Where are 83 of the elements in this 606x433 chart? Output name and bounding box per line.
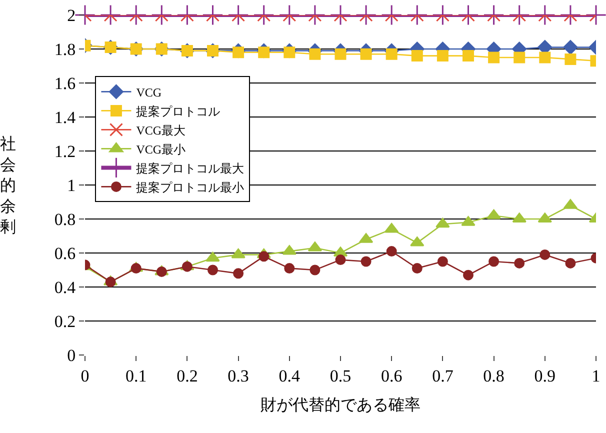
point xyxy=(386,246,397,257)
point xyxy=(304,4,326,26)
point xyxy=(412,263,422,274)
point xyxy=(585,4,606,26)
x-tick-label: 0.9 xyxy=(534,366,556,386)
x-tick-label: 0.8 xyxy=(483,366,504,386)
point xyxy=(458,4,479,26)
point xyxy=(436,218,450,228)
x-tick-label: 0 xyxy=(80,366,90,386)
legend-label: VCG最大 xyxy=(136,123,186,138)
point xyxy=(126,4,147,26)
point xyxy=(564,53,576,65)
point xyxy=(335,254,346,266)
point xyxy=(228,4,249,26)
point xyxy=(253,4,274,26)
point xyxy=(360,48,372,60)
point xyxy=(432,4,454,26)
point xyxy=(488,52,500,64)
point xyxy=(330,4,352,26)
point xyxy=(436,50,448,62)
legend-label: VCG最小 xyxy=(136,142,186,156)
point xyxy=(486,209,501,220)
x-tick-label: 0.5 xyxy=(330,366,352,386)
point xyxy=(309,48,321,60)
point xyxy=(360,256,372,267)
point xyxy=(508,4,530,26)
point xyxy=(231,248,246,258)
point xyxy=(488,256,500,267)
y-tick-label: 2 xyxy=(67,6,76,25)
point xyxy=(437,256,448,267)
point xyxy=(411,50,423,62)
x-tick-label: 0.4 xyxy=(278,366,301,386)
point xyxy=(206,252,220,262)
y-tick-label: 1.8 xyxy=(54,40,76,59)
point xyxy=(310,264,320,276)
point xyxy=(483,4,504,26)
point xyxy=(534,4,556,26)
y-tick-label: 0.4 xyxy=(54,278,76,297)
point xyxy=(356,4,377,26)
x-tick-label: 0.7 xyxy=(432,366,454,386)
x-tick-label: 0.3 xyxy=(228,366,249,386)
y-tick-label: 0.6 xyxy=(54,244,76,263)
point xyxy=(560,4,581,26)
point xyxy=(386,48,398,60)
point xyxy=(406,4,428,26)
x-tick-label: 0.1 xyxy=(125,366,147,386)
point xyxy=(284,263,295,274)
x-tick-label: 1 xyxy=(592,366,600,386)
y-tick-label: 0 xyxy=(67,346,76,365)
x-tick-label: 0.2 xyxy=(176,366,198,386)
point xyxy=(384,222,399,233)
point xyxy=(539,52,551,64)
y-tick-label: 0.8 xyxy=(54,210,76,229)
point xyxy=(151,4,172,26)
legend-label: 提案プロトコル最大 xyxy=(136,161,244,176)
point xyxy=(74,4,96,26)
y-tick-label: 0.2 xyxy=(54,312,76,331)
legend-label: VCG xyxy=(136,85,162,100)
point xyxy=(334,48,346,60)
x-axis-title: 財が代替的である確率 xyxy=(260,396,420,414)
point xyxy=(514,52,526,64)
y-tick-label: 1.6 xyxy=(54,74,76,93)
point xyxy=(278,4,300,26)
y-axis-title: 社会的余剰 xyxy=(0,135,16,236)
point xyxy=(233,268,244,279)
x-tick-label: 0.6 xyxy=(380,366,402,386)
point xyxy=(563,40,578,55)
point xyxy=(514,258,525,268)
point xyxy=(463,270,474,280)
legend-label: 提案プロトコル xyxy=(136,104,220,118)
point xyxy=(462,50,474,62)
point xyxy=(208,264,218,276)
point xyxy=(381,4,402,26)
y-tick-label: 1 xyxy=(67,176,76,195)
point xyxy=(540,249,550,260)
point xyxy=(258,251,270,262)
point xyxy=(565,258,576,268)
point xyxy=(202,4,224,26)
legend-label: 提案プロトコル最小 xyxy=(136,180,244,194)
point xyxy=(100,4,122,26)
point xyxy=(176,4,198,26)
y-tick-label: 1.4 xyxy=(54,108,76,127)
y-tick-label: 1.2 xyxy=(54,142,76,161)
